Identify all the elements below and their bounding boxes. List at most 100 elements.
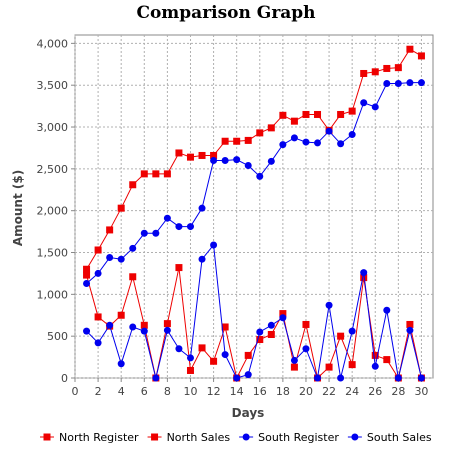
data-point-south-register	[152, 229, 160, 237]
x-tick-label: 2	[95, 385, 102, 398]
data-point-north-register	[314, 110, 322, 118]
x-tick-label: 24	[345, 385, 359, 398]
data-point-north-sales	[337, 332, 345, 340]
legend-label: South Register	[258, 431, 339, 444]
data-point-north-register	[337, 110, 345, 118]
x-tick-label: 6	[141, 385, 148, 398]
data-point-south-register	[279, 141, 287, 149]
data-point-south-sales	[383, 306, 391, 314]
data-point-south-sales	[267, 321, 275, 329]
chart-title: Comparison Graph	[136, 3, 315, 23]
data-point-north-sales	[383, 356, 391, 364]
y-tick-label: 2,000	[37, 205, 69, 218]
data-point-north-sales	[129, 273, 137, 281]
data-point-north-register	[244, 136, 252, 144]
data-point-south-register	[348, 131, 356, 139]
data-point-north-sales	[360, 274, 368, 282]
legend-swatch-marker	[151, 433, 159, 441]
data-point-north-sales	[371, 351, 379, 359]
data-point-north-register	[348, 107, 356, 115]
data-point-south-sales	[210, 241, 218, 249]
data-point-south-register	[210, 156, 218, 164]
legend-swatch-marker	[43, 433, 51, 441]
legend-swatch-marker	[351, 433, 359, 441]
data-point-south-register	[371, 103, 379, 111]
data-point-north-register	[256, 129, 264, 137]
y-tick-label: 1,000	[37, 288, 69, 301]
data-point-south-register	[198, 204, 206, 212]
data-point-north-sales	[325, 363, 333, 371]
data-point-south-sales	[129, 323, 137, 331]
data-point-north-register	[360, 69, 368, 77]
data-point-south-register	[302, 138, 310, 146]
data-point-south-sales	[233, 374, 241, 382]
legend-label: North Register	[59, 431, 139, 444]
data-point-north-sales	[302, 320, 310, 328]
y-tick-label: 2,500	[37, 163, 69, 176]
data-point-north-sales	[221, 323, 229, 331]
data-point-north-sales	[163, 320, 171, 328]
data-point-south-register	[83, 279, 91, 287]
x-tick-label: 10	[183, 385, 197, 398]
data-point-south-register	[337, 140, 345, 148]
x-tick-label: 0	[72, 385, 79, 398]
data-point-north-register	[163, 170, 171, 178]
data-point-north-sales	[406, 320, 414, 328]
data-point-south-sales	[221, 351, 229, 359]
data-point-south-sales	[417, 374, 425, 382]
data-point-south-sales	[198, 255, 206, 263]
series-north-register	[83, 45, 425, 273]
x-tick-label: 18	[276, 385, 290, 398]
data-point-north-sales	[83, 271, 91, 279]
data-point-north-register	[83, 265, 91, 273]
x-tick-label: 28	[391, 385, 405, 398]
series-south-register	[83, 79, 425, 287]
data-point-south-sales	[186, 354, 194, 362]
data-point-south-sales	[83, 327, 91, 335]
data-point-south-register	[325, 127, 333, 135]
data-point-north-register	[152, 170, 160, 178]
data-point-south-sales	[360, 269, 368, 277]
y-tick-label: 4,000	[37, 37, 69, 50]
data-point-north-register	[140, 170, 148, 178]
data-point-south-sales	[290, 356, 298, 364]
data-point-south-sales	[406, 326, 414, 334]
x-tick-label: 30	[414, 385, 428, 398]
data-point-north-sales	[140, 321, 148, 329]
data-point-north-register	[117, 204, 125, 212]
data-point-north-sales	[186, 366, 194, 374]
series-south-sales	[83, 241, 425, 382]
data-point-north-register	[417, 52, 425, 60]
data-point-north-sales	[267, 330, 275, 338]
data-point-north-register	[186, 153, 194, 161]
data-point-south-sales	[117, 360, 125, 368]
y-tick-label: 3,000	[37, 121, 69, 134]
series-layer	[83, 45, 425, 382]
data-point-north-register	[106, 226, 114, 234]
data-point-south-register	[383, 80, 391, 88]
data-point-north-register	[279, 111, 287, 119]
legend-swatch-marker	[242, 433, 250, 441]
data-point-south-sales	[314, 374, 322, 382]
x-tick-label: 20	[299, 385, 313, 398]
data-point-north-sales	[175, 264, 183, 272]
data-point-north-register	[371, 68, 379, 76]
x-tick-label: 16	[253, 385, 267, 398]
legend-label: South Sales	[367, 431, 432, 444]
data-point-south-sales	[302, 345, 310, 353]
data-point-north-register	[394, 64, 402, 72]
y-tick-label: 1,500	[37, 247, 69, 260]
x-tick-label: 12	[207, 385, 221, 398]
data-point-south-sales	[394, 374, 402, 382]
data-point-north-sales	[244, 351, 252, 359]
x-axis-ticks: 0 2 4 6 8 10 12 14 16 18 20 22 24 26 28 30	[72, 378, 428, 398]
y-tick-label: 500	[47, 330, 68, 343]
data-point-south-register	[394, 80, 402, 88]
x-tick-label: 4	[118, 385, 125, 398]
data-point-south-register	[360, 99, 368, 107]
data-point-north-sales	[210, 357, 218, 365]
data-point-south-register	[175, 223, 183, 231]
data-point-south-sales	[163, 326, 171, 334]
x-tick-label: 14	[230, 385, 244, 398]
